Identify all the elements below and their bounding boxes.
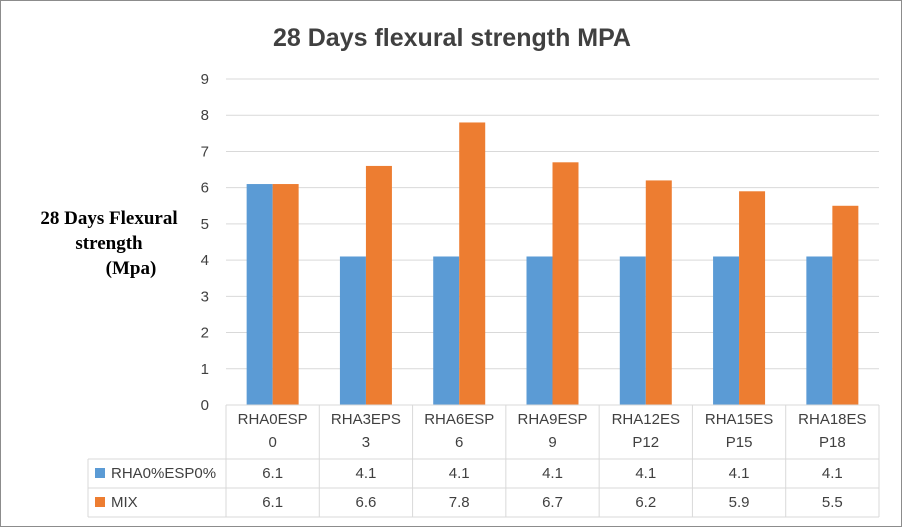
table-value: 6.1 <box>262 465 283 482</box>
bar-series1 <box>246 184 273 405</box>
y-tick-labels: 0 1 2 3 4 5 6 7 8 9 <box>201 71 209 414</box>
data-table: RHA0ESP 0 RHA3EPS 3 RHA6ESP 6 RHA9ESP 9 RHA12ES P… <box>87 404 880 518</box>
bar-series1 <box>619 256 646 405</box>
legend-label: MIX <box>111 494 138 511</box>
table-value: 4.1 <box>449 465 470 482</box>
y-tick-label: 5 <box>201 216 209 233</box>
category-label: 0 <box>268 434 276 451</box>
bar-series2 <box>365 165 392 405</box>
category-label: P12 <box>632 434 659 451</box>
y-axis-label: 28 Days Flexural strength (Mpa) <box>40 208 177 279</box>
bar-series1 <box>806 256 833 405</box>
category-label: 6 <box>455 434 463 451</box>
category-label: RHA3EPS <box>331 411 401 428</box>
category-label: RHA6ESP <box>424 411 494 428</box>
table-value: 5.9 <box>729 494 750 511</box>
y-tick-label: 0 <box>201 397 209 414</box>
category-label: RHA15ES <box>705 411 773 428</box>
y-tick-label: 2 <box>201 325 209 342</box>
bar-series2 <box>645 180 672 405</box>
legend-label: RHA0%ESP0% <box>111 465 216 482</box>
table-value: 6.2 <box>635 494 656 511</box>
category-label: P18 <box>819 434 846 451</box>
category-label: P15 <box>726 434 753 451</box>
y-tick-label: 9 <box>201 71 209 88</box>
category-label: 3 <box>362 434 370 451</box>
y-axis-label-line: strength <box>75 233 143 254</box>
category-label: 9 <box>548 434 556 451</box>
chart-title: 28 Days flexural strength MPA <box>273 24 631 52</box>
bar-series1 <box>339 256 366 405</box>
legend-swatch <box>95 497 105 507</box>
legend-swatch <box>95 468 105 478</box>
category-label: RHA12ES <box>612 411 680 428</box>
y-axis-label-line: 28 Days Flexural <box>40 208 177 229</box>
bar-series1 <box>526 256 553 405</box>
table-value: 4.1 <box>729 465 750 482</box>
bar-series1 <box>433 256 460 405</box>
table-value: 4.1 <box>635 465 656 482</box>
bar-series2 <box>552 162 579 405</box>
table-value: 4.1 <box>355 465 376 482</box>
table-value: 6.7 <box>542 494 563 511</box>
y-tick-label: 4 <box>201 252 209 269</box>
bar-series2 <box>272 184 299 405</box>
category-label: RHA18ES <box>798 411 866 428</box>
y-axis-label-line: (Mpa) <box>106 258 157 279</box>
y-tick-label: 8 <box>201 107 209 124</box>
y-tick-label: 7 <box>201 143 209 160</box>
y-tick-label: 6 <box>201 180 209 197</box>
bar-series2 <box>739 191 766 405</box>
bars <box>246 122 859 405</box>
table-value: 5.5 <box>822 494 843 511</box>
table-value: 6.6 <box>355 494 376 511</box>
bar-series2 <box>832 205 859 405</box>
table-value: 7.8 <box>449 494 470 511</box>
category-label: RHA9ESP <box>517 411 587 428</box>
y-tick-label: 1 <box>201 361 209 378</box>
category-label: RHA0ESP <box>238 411 308 428</box>
table-value: 6.1 <box>262 494 283 511</box>
y-tick-label: 3 <box>201 288 209 305</box>
bar-series2 <box>459 122 486 405</box>
table-value: 4.1 <box>822 465 843 482</box>
bar-series1 <box>713 256 740 405</box>
table-value: 4.1 <box>542 465 563 482</box>
